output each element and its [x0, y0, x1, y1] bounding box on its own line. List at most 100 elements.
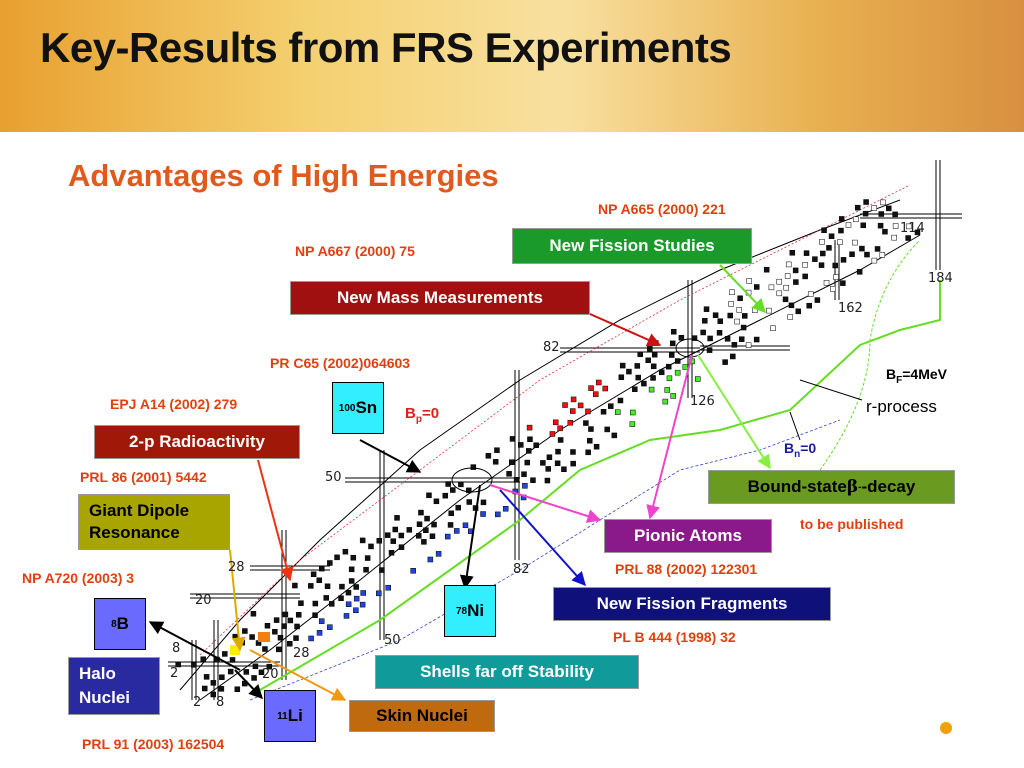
magic-number: 20 — [195, 593, 212, 608]
nuclide-square — [316, 577, 323, 584]
nuclide-square — [561, 466, 567, 473]
nuclide-square — [522, 483, 528, 489]
nuclide-square — [251, 675, 257, 681]
label: BF=4MeV — [886, 366, 947, 386]
label: Bp=0 — [405, 405, 439, 425]
nuclide-square — [376, 590, 382, 597]
topic-box: New Fission Fragments — [553, 587, 831, 621]
nuclide-square — [345, 589, 352, 596]
symbol: Sn — [355, 398, 378, 417]
nuclide-square — [864, 251, 870, 258]
nuclide-square — [353, 607, 359, 614]
nuclide-square — [509, 436, 516, 442]
nuclide-square — [736, 307, 743, 313]
nuclide-square — [602, 385, 609, 392]
nuclide-square — [431, 521, 437, 528]
nuclide-square — [753, 284, 760, 290]
nuclide-square — [249, 634, 255, 640]
nuclide-square — [588, 426, 594, 432]
nuclide-square — [707, 335, 713, 342]
nuclide-square — [533, 442, 539, 449]
topic-box: New Fission Studies — [512, 228, 752, 264]
nuclide-square — [502, 505, 509, 512]
nuclide-square — [509, 459, 515, 465]
nuclide-square — [252, 663, 259, 670]
nuclide-square — [833, 274, 839, 280]
nuclide-square — [310, 571, 317, 578]
nuclide-square — [818, 262, 825, 268]
magic-number: 50 — [325, 470, 342, 485]
nuclide-square — [746, 278, 752, 284]
nuclide-square — [327, 624, 333, 630]
reference: EPJ A14 (2002) 279 — [110, 396, 238, 412]
nuclide-square — [740, 324, 747, 331]
nuclide-square — [398, 544, 405, 550]
nuclide-square — [783, 284, 789, 291]
nuclide-square — [554, 460, 561, 467]
nuclide-square — [406, 527, 413, 533]
nuclide-square — [674, 358, 681, 364]
nuclide-square — [416, 533, 422, 539]
nuclide-square — [821, 227, 827, 233]
nuclide-square — [308, 583, 314, 589]
nuclide-square — [852, 239, 858, 246]
nuclide-square — [668, 352, 675, 358]
nuclide-square — [651, 351, 658, 358]
nuclide-square — [782, 296, 789, 303]
nuclide-square — [905, 223, 912, 230]
nuclide-square — [312, 600, 319, 607]
nuclide-square — [727, 312, 733, 319]
nuclide-square — [666, 375, 673, 382]
nuclide-square — [453, 528, 460, 534]
nuclide-square — [262, 646, 268, 652]
nuclide-square — [766, 307, 772, 314]
nuclide-square — [353, 584, 359, 590]
nuclide-square — [494, 447, 500, 453]
nuclide-square — [795, 308, 802, 315]
nuclide-square — [837, 239, 843, 245]
nuclide-square — [695, 376, 701, 382]
nuclide-square — [803, 250, 810, 256]
nuclide-square — [838, 227, 844, 234]
nuclide-square — [421, 539, 427, 545]
reference: PR C65 (2002)064603 — [270, 355, 411, 371]
nuclide-square — [329, 601, 335, 607]
nuclide-square — [712, 312, 719, 318]
nuclide-square — [674, 369, 681, 376]
nuclide-square — [363, 566, 369, 573]
nuclide-square — [316, 630, 323, 636]
nuclide-square — [635, 374, 641, 381]
nuclide-square — [856, 269, 863, 275]
nuclide-square — [293, 635, 299, 641]
nuclide-square — [752, 307, 758, 314]
nuclide-square — [587, 437, 593, 444]
nuclide-square — [840, 257, 847, 263]
nuclide-square — [682, 364, 689, 370]
nuclide-square — [820, 250, 826, 257]
nuclide-square — [433, 498, 440, 505]
nuclide-square — [427, 556, 434, 563]
nuclide-square — [892, 211, 898, 218]
nuclide-square — [418, 509, 424, 516]
nuclide-square — [819, 239, 825, 245]
topic-box: Skin Nuclei — [349, 700, 495, 732]
nuclide-square — [802, 273, 808, 280]
magic-number: 126 — [690, 394, 715, 409]
nuclide-square — [880, 199, 886, 206]
magic-number: 184 — [928, 271, 953, 286]
nuclide-square — [879, 252, 886, 258]
topic-box: New Mass Measurements — [290, 281, 590, 315]
nuclide-square — [838, 216, 845, 222]
nuclide-square — [583, 420, 589, 426]
nuclide-square — [671, 328, 677, 335]
topic-box: 2-p Radioactivity — [94, 425, 300, 459]
nuclide-square — [424, 515, 430, 522]
nuclide-square — [442, 492, 449, 499]
nuclide-square — [210, 680, 217, 686]
nuclide-square — [230, 645, 240, 655]
nuclide-square — [552, 419, 559, 426]
nuclide-square — [416, 521, 423, 527]
nuclide-square — [545, 466, 551, 472]
nuclide-square — [634, 363, 641, 369]
